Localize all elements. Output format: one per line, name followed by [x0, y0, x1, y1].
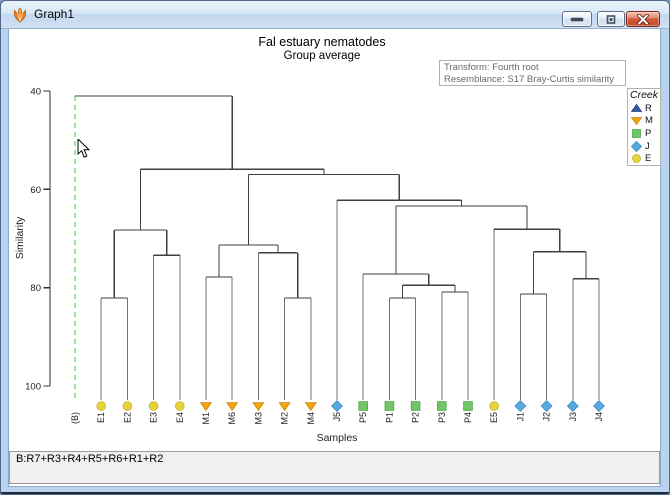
sample-symbol-M — [226, 402, 239, 412]
legend-label: R — [645, 102, 652, 114]
legend-symbol-shape-P — [632, 129, 641, 138]
chart-subtitle: Group average — [283, 50, 361, 62]
sample-label: P2 — [411, 412, 421, 423]
sample-label: P1 — [384, 412, 394, 423]
status-text: B:R7+R3+R4+R5+R6+R1+R2 — [16, 453, 164, 465]
x-axis-label: Samples — [317, 432, 358, 444]
y-tick-label: 40 — [30, 87, 41, 98]
dendrogram-plot[interactable]: 40 60 80 100 Similarity Samples (B) E1 E2 E3 E4 M1 M… — [9, 29, 660, 451]
sample-symbol-P — [463, 401, 473, 411]
sample-label: M4 — [306, 412, 316, 425]
legend-symbol-shape-M — [631, 117, 642, 126]
sample-symbol-M — [252, 402, 265, 412]
sample-symbol-J — [331, 400, 343, 412]
legend-title: Creek — [629, 89, 658, 101]
sample-label: M2 — [280, 412, 290, 425]
sample-symbol-P — [384, 401, 395, 411]
sample-symbol-E — [122, 401, 133, 411]
sample-symbol-M — [199, 402, 213, 412]
legend-item-E: E — [628, 152, 660, 165]
sample-label: J5 — [332, 412, 342, 422]
sample-label: P4 — [463, 412, 473, 423]
close-button[interactable] — [626, 11, 660, 27]
legend-symbol-E — [632, 154, 641, 164]
legend-symbol-R — [631, 103, 642, 112]
legend-item-J: J — [628, 140, 660, 153]
legend-label: P — [645, 127, 652, 139]
dendrogram-chart[interactable]: 40 60 80 100 Similarity Samples (B) E1 E2 E3 E4 M1 M… — [9, 29, 661, 451]
sample-symbol-P — [436, 401, 447, 411]
sample-symbol-M — [304, 402, 317, 412]
y-tick-label: 100 — [25, 382, 41, 393]
sample-label: E1 — [96, 412, 106, 423]
legend-symbol-P — [632, 129, 641, 138]
sample-symbol-E — [148, 401, 159, 411]
window-title: Graph1 — [34, 7, 75, 21]
sample-label: M6 — [227, 412, 237, 425]
title-bar[interactable]: Graph1 — [1, 1, 669, 29]
y-tick-label: 60 — [30, 185, 41, 196]
legend-symbol-J — [631, 140, 642, 152]
resemblance-info: Resemblance: S17 Bray-Curtis similarity — [444, 74, 614, 85]
minimize-icon — [570, 17, 584, 22]
legend-label: J — [645, 140, 650, 152]
y-axis-label: Similarity — [14, 216, 26, 259]
sample-symbol-M — [278, 402, 291, 412]
legend-item-P: P — [628, 127, 660, 140]
sample-label: E5 — [489, 412, 499, 423]
sample-label: J4 — [594, 412, 604, 422]
window-bottom-edge — [1, 492, 669, 494]
minimize-button[interactable] — [562, 11, 592, 27]
sample-symbol-E — [489, 401, 500, 411]
legend-item-M: M — [628, 115, 660, 128]
resemblance-info-box: Transform: Fourth root Resemblance: S17 … — [439, 60, 626, 86]
y-tick-label: 80 — [30, 283, 41, 294]
sample-symbol-E — [175, 401, 185, 411]
sample-label: E2 — [122, 412, 132, 423]
sample-symbol-P — [410, 401, 421, 411]
mouse-cursor — [77, 139, 91, 158]
legend-symbol-shape-R — [631, 103, 642, 112]
sample-symbol-J — [514, 400, 527, 412]
sample-symbol-J — [566, 400, 579, 412]
legend-item-R: R — [628, 102, 660, 115]
transform-info: Transform: Fourth root — [444, 62, 539, 73]
primer-shell-icon — [13, 7, 27, 23]
sample-label: P3 — [437, 412, 447, 423]
sample-label: P5 — [358, 412, 368, 423]
sample-symbol-P — [358, 401, 368, 411]
sample-symbol-J — [593, 400, 605, 412]
sample-label: J3 — [568, 412, 578, 422]
legend-symbol-shape-E — [632, 154, 641, 164]
graph-client-area: 40 60 80 100 Similarity Samples (B) E1 E2 E3 E4 M1 M… — [8, 29, 661, 487]
sample-label: (B) — [70, 412, 80, 424]
legend-symbol-M — [631, 117, 642, 126]
restore-button[interactable] — [597, 11, 625, 27]
close-icon — [637, 13, 649, 25]
sample-symbol-J — [540, 400, 553, 412]
sample-symbol-E — [96, 401, 106, 411]
sample-label: E4 — [175, 412, 185, 423]
legend-symbol-shape-J — [631, 140, 642, 152]
chart-title: Fal estuary nematodes — [258, 35, 386, 49]
sample-label: E3 — [149, 412, 159, 423]
legend-label: M — [645, 115, 653, 127]
restore-icon — [606, 14, 616, 24]
status-bar: B:R7+R3+R4+R5+R6+R1+R2 — [9, 451, 660, 484]
sample-label: J2 — [542, 412, 552, 422]
sample-label: M1 — [201, 412, 211, 425]
legend-label: E — [645, 153, 652, 165]
sample-label: M3 — [253, 412, 263, 425]
sample-label: J1 — [515, 412, 525, 422]
